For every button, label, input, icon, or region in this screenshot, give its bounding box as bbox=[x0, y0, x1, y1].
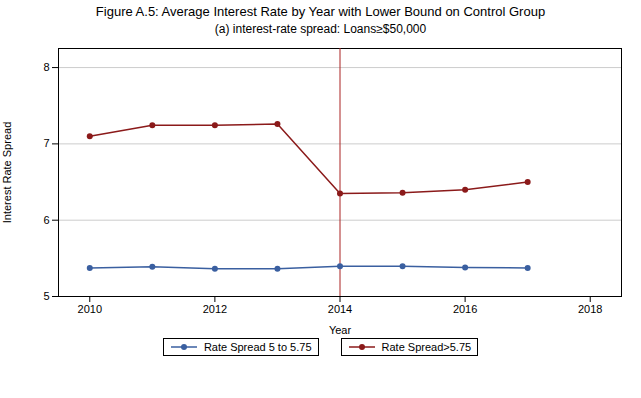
html-text:Rate Spread>5.75: Rate Spread>5.75 bbox=[381, 341, 472, 353]
svg-text:2010: 2010 bbox=[78, 303, 102, 315]
html-text:Rate Spread 5 to 5.75: Rate Spread 5 to 5.75 bbox=[203, 341, 312, 353]
html-text:(a) interest-rate spread: Loan: (a) interest-rate spread: Loans≥$50,000 bbox=[214, 22, 427, 36]
svg-text:8: 8 bbox=[43, 61, 49, 73]
svg-text:2016: 2016 bbox=[453, 303, 477, 315]
svg-text:6: 6 bbox=[43, 214, 49, 226]
svg-text:5: 5 bbox=[43, 290, 49, 302]
svg-text:2018: 2018 bbox=[578, 303, 602, 315]
svg-text:2014: 2014 bbox=[328, 303, 352, 315]
svg-text:2012: 2012 bbox=[203, 303, 227, 315]
svg-text:7: 7 bbox=[43, 137, 49, 149]
svg-text:Interest Rate Spread: Interest Rate Spread bbox=[1, 122, 13, 224]
html-text:Figure A.5: Average Interest R: Figure A.5: Average Interest Rate by Yea… bbox=[95, 4, 546, 19]
svg-text:Year: Year bbox=[329, 324, 352, 336]
